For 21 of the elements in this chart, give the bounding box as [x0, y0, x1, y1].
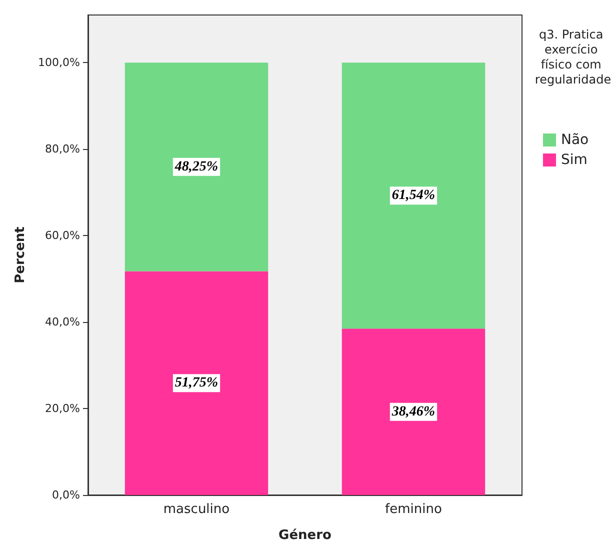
legend-label: Não [561, 132, 589, 148]
y-axis-title: Percent [13, 226, 28, 284]
y-tick-label: 60,0% [45, 229, 80, 242]
data-label: 48,25% [174, 159, 218, 174]
y-tick-label: 20,0% [45, 402, 80, 416]
data-label: 61,54% [392, 188, 436, 204]
bar [342, 328, 486, 495]
bar [124, 271, 268, 495]
bar [124, 62, 268, 272]
data-label: 51,75% [174, 376, 218, 391]
x-tick-label: masculino [163, 502, 230, 517]
y-tick-label: 80,0% [45, 142, 80, 156]
x-tick-label: feminino [385, 502, 442, 517]
y-tick-label: 0,0% [52, 488, 80, 502]
legend-title: q3. Pratica exercício físico com regularidade [534, 28, 612, 86]
data-label: 38,46% [390, 404, 436, 420]
legend-label: Sim [561, 152, 588, 168]
y-tick-label: 100,0% [38, 56, 80, 70]
y-tick-label: 40,0% [45, 316, 80, 329]
x-axis-title: Género [278, 528, 332, 543]
bar [342, 62, 486, 329]
